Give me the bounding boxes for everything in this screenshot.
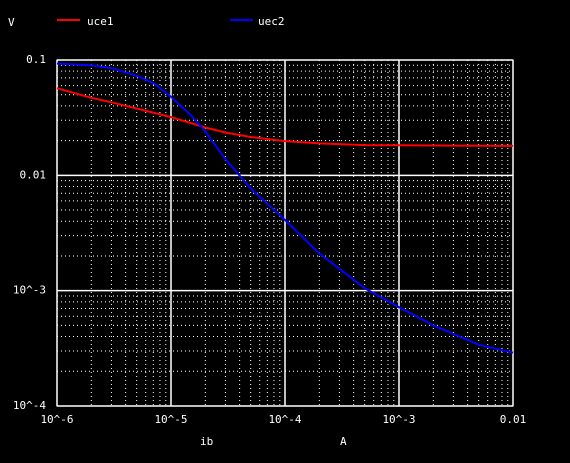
x-tick-label: 10^-5	[154, 413, 187, 426]
y-tick-label: 10^-3	[13, 284, 46, 297]
x-tick-label: 10^-6	[40, 413, 73, 426]
x-tick-label: 10^-3	[382, 413, 415, 426]
y-tick-label: 10^-4	[13, 399, 46, 412]
tick-labels: 10^-6 10^-5 10^-4 10^-3 0.01 0.1 0.01 10^-3 10^-…	[13, 53, 526, 426]
y-tick-label: 0.1	[26, 53, 46, 66]
series-line-uce1	[56, 87, 514, 147]
x-unit-label: A	[340, 435, 347, 448]
plot-frame	[56, 59, 514, 407]
legend-label-uce1: uce1	[87, 15, 114, 28]
series-layer	[56, 62, 514, 354]
legend-label-uec2: uec2	[258, 15, 285, 28]
x-tick-label: 0.01	[500, 413, 527, 426]
y-tick-label: 0.01	[20, 168, 47, 181]
legend: uce1 uec2	[57, 15, 285, 28]
x-tick-label: 10^-4	[268, 413, 301, 426]
y-unit-label: V	[8, 16, 15, 29]
x-axis-label: ib	[200, 435, 213, 448]
series-line-uec2	[56, 62, 514, 354]
